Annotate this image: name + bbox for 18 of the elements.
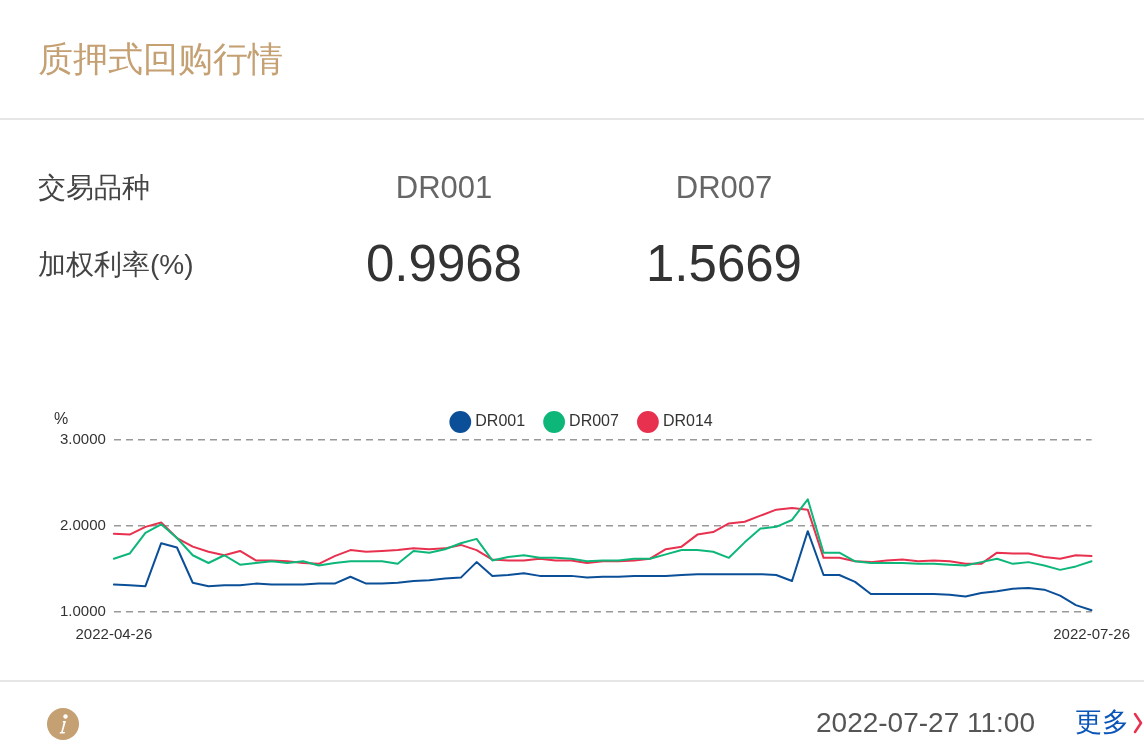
text: 2022-07-27 11:00: [816, 707, 1035, 740]
y-tick-label: 1.0000: [59, 602, 106, 620]
text: DR007: [675, 170, 773, 206]
text: 加权利率(%): [38, 249, 194, 282]
legend-label: DR014: [662, 412, 713, 430]
y-tick-label: 2.0000: [59, 516, 106, 534]
text: 0.9968: [366, 235, 522, 294]
x-tick-label: 2022-07-26: [1053, 625, 1130, 643]
legend-label: DR007: [569, 412, 619, 430]
y-tick-label: 3.0000: [59, 430, 106, 448]
text: DR001: [395, 170, 493, 206]
text: 交易品种: [38, 172, 150, 205]
chart-title: 质押式回购行情: [38, 39, 283, 80]
legend-label: DR001: [475, 412, 526, 430]
text: 更多: [1075, 707, 1129, 739]
text: 1.5669: [646, 235, 802, 294]
x-tick-label: 2022-04-26: [75, 625, 153, 643]
y-axis-title: %: [54, 410, 69, 428]
